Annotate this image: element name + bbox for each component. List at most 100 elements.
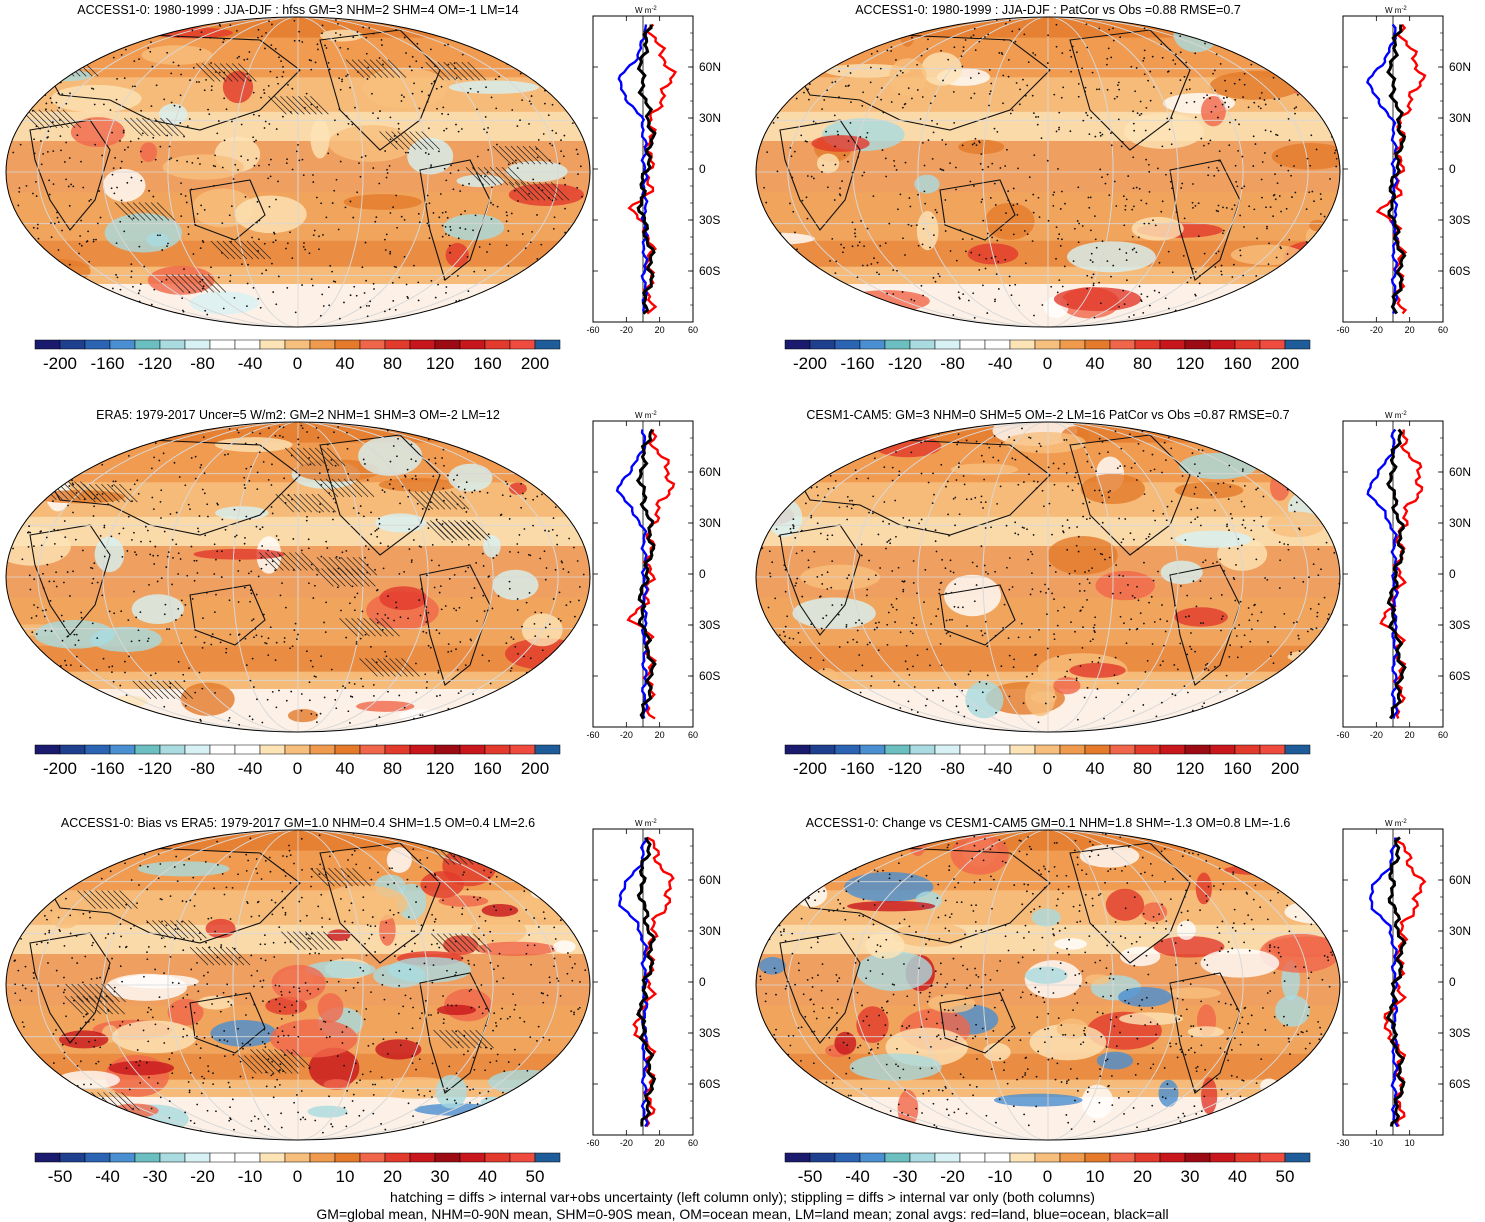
map-anomaly-patch (1106, 889, 1144, 921)
zonal-x-tick-label: -20 (1370, 325, 1383, 335)
map-anomaly-patch (1120, 947, 1160, 967)
map-anomaly-patch (1054, 287, 1141, 311)
colorbar-swatch (910, 340, 935, 349)
colorbar-label: -30 (893, 1167, 918, 1186)
colorbar-swatch (260, 340, 285, 349)
colorbar-swatch (510, 1153, 535, 1162)
colorbar-swatch (860, 745, 885, 754)
map-anomaly-patch (482, 904, 519, 917)
map-anomaly-patch (311, 118, 330, 158)
panel-3: ERA5: 1979-2017 Uncer=5 W/m2: GM=2 NHM=1… (0, 405, 735, 795)
colorbar-swatch (885, 340, 910, 349)
colorbar-label: 160 (1223, 759, 1251, 778)
colorbar-label: -200 (43, 759, 77, 778)
map-anomaly-patch (847, 901, 935, 911)
colorbar-swatch (935, 1153, 960, 1162)
colorbar-swatch (960, 340, 985, 349)
map-anomaly-patch (344, 194, 422, 210)
colorbar-swatch (960, 1153, 985, 1162)
colorbar-swatch (160, 745, 185, 754)
colorbar-swatch (260, 745, 285, 754)
map-anomaly-patch (1188, 1026, 1224, 1037)
colorbar-label: 200 (1271, 759, 1299, 778)
colorbar-label: -40 (845, 1167, 870, 1186)
map-anomaly-patch (358, 436, 422, 476)
colorbar-swatch (1160, 1153, 1185, 1162)
colorbar-label: 160 (473, 759, 501, 778)
colorbar-label: -20 (940, 1167, 965, 1186)
map-band (750, 517, 1350, 546)
colorbar-label: -160 (840, 354, 874, 373)
colorbar-swatch (835, 340, 860, 349)
colorbar-swatch (360, 340, 385, 349)
map-anomaly-patch (1082, 1085, 1114, 1119)
colorbar-swatch (535, 1153, 560, 1162)
map-anomaly-patch (108, 1061, 174, 1076)
colorbar-label: 200 (521, 354, 549, 373)
colorbar-swatch (510, 745, 535, 754)
colorbar-label: 120 (426, 354, 454, 373)
map-band (0, 851, 600, 891)
colorbar-swatch (185, 1153, 210, 1162)
colorbar-swatch (185, 745, 210, 754)
colorbar-label: 0 (293, 1167, 302, 1186)
world-map (750, 813, 1358, 1153)
map-anomaly-patch (527, 838, 549, 852)
map-anomaly-patch (898, 8, 916, 47)
colorbar-swatch (1135, 1153, 1160, 1162)
map-anomaly-patch (850, 1053, 942, 1080)
map-anomaly-patch (1309, 220, 1325, 231)
map-anomaly-patch (0, 707, 68, 722)
lat-tick-label: 30S (1449, 1026, 1470, 1040)
colorbar-swatch (410, 1153, 435, 1162)
map-band (0, 517, 600, 546)
colorbar-swatch (35, 745, 60, 754)
colorbar-label: 10 (1086, 1167, 1105, 1186)
map-band (0, 38, 600, 78)
map-anomaly-patch (307, 1106, 347, 1118)
colorbar-swatch (35, 340, 60, 349)
colorbar-label: -120 (138, 759, 172, 778)
map-anomaly-patch (51, 910, 80, 929)
lat-tick-label: 60S (699, 1077, 720, 1091)
map-anomaly-patch (1292, 878, 1316, 905)
zonal-x-tick-label: 60 (1438, 730, 1448, 740)
colorbar-swatch (785, 745, 810, 754)
zonal-x-tick-label: -60 (586, 325, 599, 335)
colorbar-label: 160 (1223, 354, 1251, 373)
colorbar-swatch (1210, 1153, 1235, 1162)
panel-2: ACCESS1-0: 1980-1999 : JJA-DJF : PatCor … (750, 0, 1485, 390)
map-anomaly-patch (1081, 474, 1145, 504)
zonal-unit-label: W m-2 (635, 819, 657, 828)
lat-tick-label: 0 (699, 162, 706, 176)
colorbar-label: -40 (988, 759, 1013, 778)
footer-note-1: hatching = diffs > internal var+obs unce… (0, 1189, 1485, 1205)
colorbar-swatch (135, 340, 160, 349)
world-map (0, 813, 614, 1153)
map-anomaly-patch (958, 140, 1004, 155)
colorbar-label: 40 (478, 1167, 497, 1186)
map-anomaly-patch (553, 656, 572, 667)
panel-1: ACCESS1-0: 1980-1999 : JJA-DJF : hfss GM… (0, 0, 735, 390)
map-anomaly-patch (189, 292, 259, 315)
zonal-x-tick-label: 20 (1405, 325, 1415, 335)
colorbar-swatch (460, 745, 485, 754)
colorbar-swatch (1185, 745, 1210, 754)
map-anomaly-patch (983, 1043, 1011, 1061)
colorbar-swatch (810, 1153, 835, 1162)
lat-tick-label: 30S (1449, 618, 1470, 632)
lat-tick-label: 30N (699, 111, 721, 125)
map-anomaly-patch (138, 861, 230, 876)
map-anomaly-patch (59, 1030, 108, 1048)
colorbar-swatch (160, 1153, 185, 1162)
colorbar-swatch (110, 745, 135, 754)
map-anomaly-patch (1196, 873, 1212, 905)
colorbar-label: 10 (336, 1167, 355, 1186)
colorbar-swatch (135, 745, 160, 754)
